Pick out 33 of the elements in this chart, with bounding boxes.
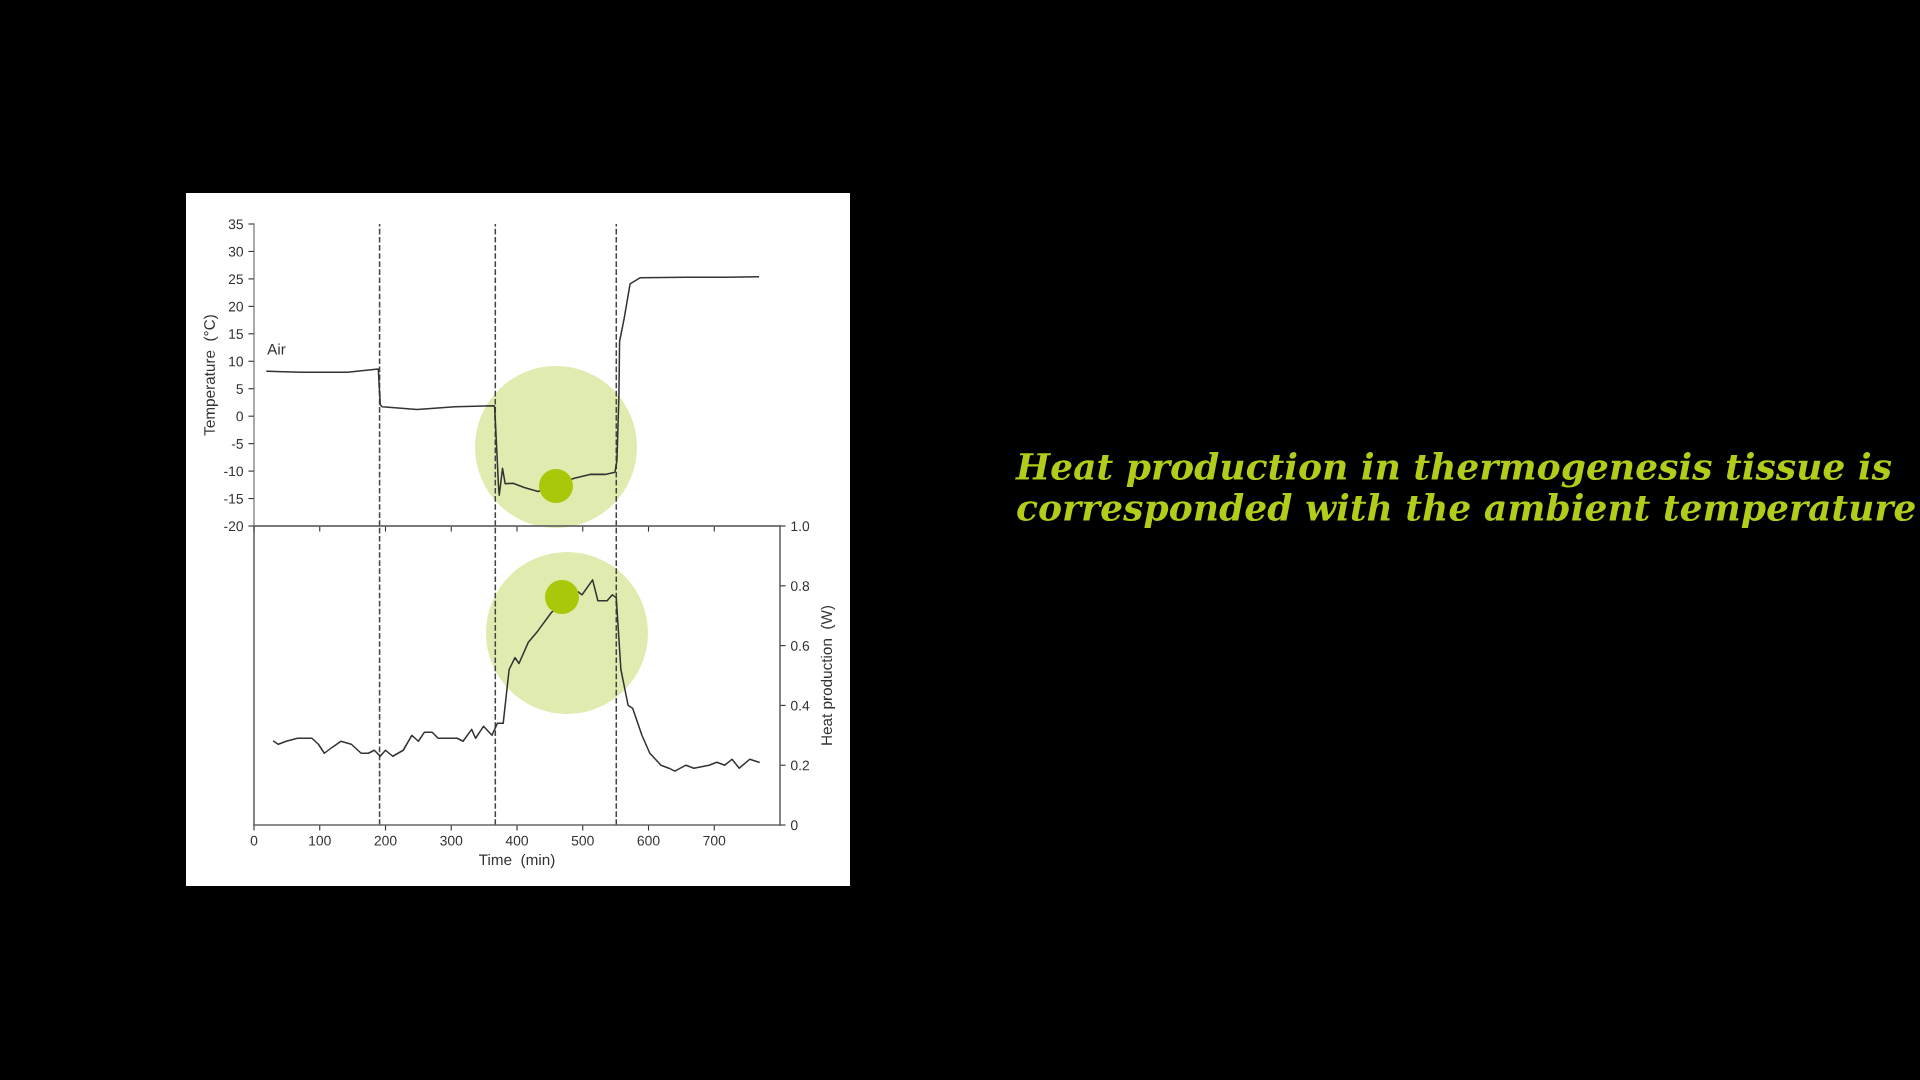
y2-tick-label: 0.2 [790,760,810,771]
y-tick-label: -5 [231,439,243,449]
x-tick-label: 700 [703,835,726,846]
y2-tick-label: 0.8 [790,581,810,591]
y-tick-label: -10 [224,466,244,477]
y2-tick-label: 0 [790,820,798,831]
y-tick-label: -20 [224,521,244,532]
y-tick-label: 30 [228,246,244,257]
x-tick-label: 100 [309,835,331,846]
y-tick-label: -15 [224,494,243,504]
line-series [272,579,760,772]
line-series [266,275,760,497]
y2-tick-label: 0.6 [790,640,810,651]
y-tick-label: 0 [236,411,244,422]
y-axis-title: Temperature (°C) [203,315,218,436]
x-axis-title: Time (min) [479,853,555,869]
x-tick-label: 200 [374,835,397,846]
y2-axis-title: Heat production (W) [820,605,836,745]
text: Heat production in thermogenesis tissue is corresponded with the ambient temperature [1015,452,1915,528]
y2-tick-label: 1.0 [791,521,810,532]
y-tick-label: 35 [228,219,243,230]
y-tick-label: 10 [229,356,244,367]
x-tick-label: 400 [505,835,529,846]
y-tick-label: 20 [228,301,244,312]
x-tick-label: 600 [637,835,660,846]
y-tick-label: 25 [228,274,243,285]
y-tick-label: 15 [229,329,243,339]
series-label: Air [267,343,286,355]
x-tick-label: 0 [250,835,258,846]
x-tick-label: 300 [440,835,463,846]
x-tick-label: 500 [571,835,594,846]
y-tick-label: 5 [236,384,243,394]
y2-tick-label: 0.4 [790,700,810,711]
